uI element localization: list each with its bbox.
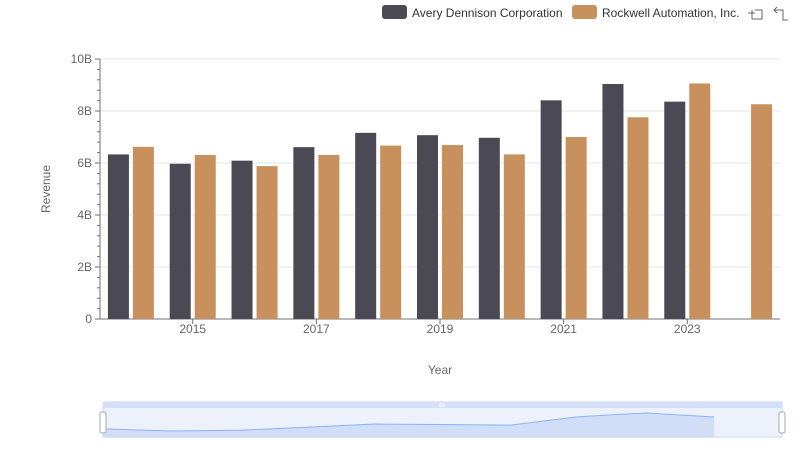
slider-right-handle[interactable]	[778, 411, 786, 434]
x-tick-label: 2015	[179, 322, 206, 336]
bar-avery-dennison[interactable]	[355, 132, 377, 319]
y-tick-label: 6B	[77, 156, 92, 170]
bar-rockwell-automation[interactable]	[751, 104, 773, 320]
slider-left-handle[interactable]	[99, 411, 107, 434]
bar-rockwell-automation[interactable]	[565, 137, 587, 319]
x-tick-label: 2021	[550, 322, 577, 336]
y-tick-label: 0	[85, 312, 92, 326]
bar-rockwell-automation[interactable]	[318, 154, 340, 319]
bar-rockwell-automation[interactable]	[627, 117, 649, 320]
slider-drag-grip-icon[interactable]	[439, 403, 445, 407]
legend-swatch-avery-dennison[interactable]	[382, 5, 407, 19]
x-tick-label: 2019	[427, 322, 454, 336]
bar-avery-dennison[interactable]	[107, 154, 129, 319]
bar-rockwell-automation[interactable]	[380, 145, 402, 319]
slider-overview-line	[102, 412, 715, 432]
zoom-select-icon[interactable]	[748, 9, 763, 20]
bar-avery-dennison[interactable]	[540, 100, 562, 319]
bar-avery-dennison[interactable]	[169, 163, 191, 319]
restore-icon[interactable]	[773, 6, 788, 21]
bar-avery-dennison[interactable]	[231, 160, 253, 319]
legend-swatch-rockwell-automation[interactable]	[572, 5, 597, 19]
bar-avery-dennison[interactable]	[478, 137, 500, 319]
y-tick-label: 8B	[77, 104, 92, 118]
y-axis-title: Revenue	[39, 165, 53, 213]
x-tick-label: 2017	[303, 322, 330, 336]
x-axis: 2015 2017 2019 2021 2023	[100, 318, 780, 336]
legend-label-avery-dennison[interactable]: Avery Dennison Corporation	[412, 6, 563, 20]
y-tick-label: 2B	[77, 260, 92, 274]
x-tick-label: 2023	[674, 322, 701, 336]
bar-rockwell-automation[interactable]	[442, 145, 463, 319]
x-axis-title: Year	[428, 363, 452, 377]
data-zoom-slider[interactable]	[99, 401, 786, 438]
toolbox[interactable]	[748, 6, 788, 21]
legend[interactable]: Avery Dennison Corporation Rockwell Auto…	[382, 5, 739, 20]
y-tick-label: 4B	[77, 208, 92, 222]
bar-avery-dennison[interactable]	[293, 147, 315, 319]
bar-avery-dennison[interactable]	[417, 135, 438, 319]
y-axis: 0 2B 4B 6B 8B 10B	[71, 52, 101, 326]
bar-avery-dennison[interactable]	[664, 101, 686, 319]
bar-rockwell-automation[interactable]	[503, 154, 525, 319]
bar-rockwell-automation[interactable]	[132, 146, 154, 319]
y-tick-label: 10B	[71, 52, 92, 66]
bars	[107, 83, 773, 320]
bar-rockwell-automation[interactable]	[194, 154, 216, 319]
bar-rockwell-automation[interactable]	[256, 166, 278, 319]
bar-rockwell-automation[interactable]	[689, 83, 711, 319]
legend-label-rockwell-automation[interactable]: Rockwell Automation, Inc.	[602, 6, 739, 20]
bar-avery-dennison[interactable]	[602, 83, 624, 320]
